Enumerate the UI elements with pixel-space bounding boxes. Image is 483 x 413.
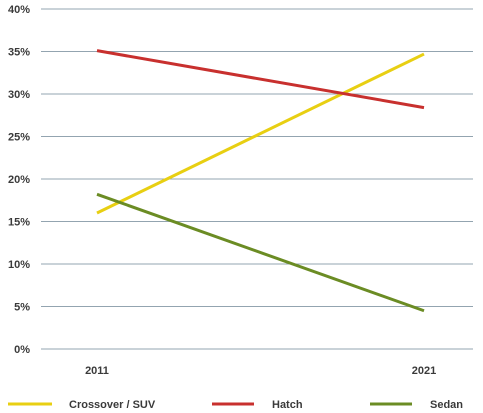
series-lines	[96, 49, 425, 313]
legend-label-sedan: Sedan	[430, 399, 463, 411]
y-tick-label-5: 5%	[14, 302, 30, 314]
y-tick-label-30: 30%	[8, 89, 30, 101]
series-line-crossover-suv	[96, 52, 425, 215]
y-tick-label-40: 40%	[8, 4, 30, 16]
y-axis-tick-labels: 0% 5% 10% 15% 20% 25% 30% 35% 40%	[8, 4, 30, 356]
x-tick-label-2011: 2011	[85, 365, 109, 377]
y-tick-label-10: 10%	[8, 259, 30, 271]
x-tick-label-2021: 2021	[412, 365, 436, 377]
legend-label-crossover-suv: Crossover / SUV	[69, 399, 156, 411]
y-tick-label-0: 0%	[14, 344, 30, 356]
y-tick-label-35: 35%	[8, 47, 30, 59]
y-tick-label-25: 25%	[8, 132, 30, 144]
y-tick-label-20: 20%	[8, 174, 30, 186]
series-line-hatch	[96, 49, 425, 110]
series-line-sedan	[96, 192, 425, 313]
x-axis-tick-labels: 2011 2021	[85, 365, 436, 377]
legend: Crossover / SUV Hatch Sedan	[8, 399, 463, 411]
gridlines	[41, 8, 473, 350]
legend-label-hatch: Hatch	[272, 399, 303, 411]
y-tick-label-15: 15%	[8, 217, 30, 229]
